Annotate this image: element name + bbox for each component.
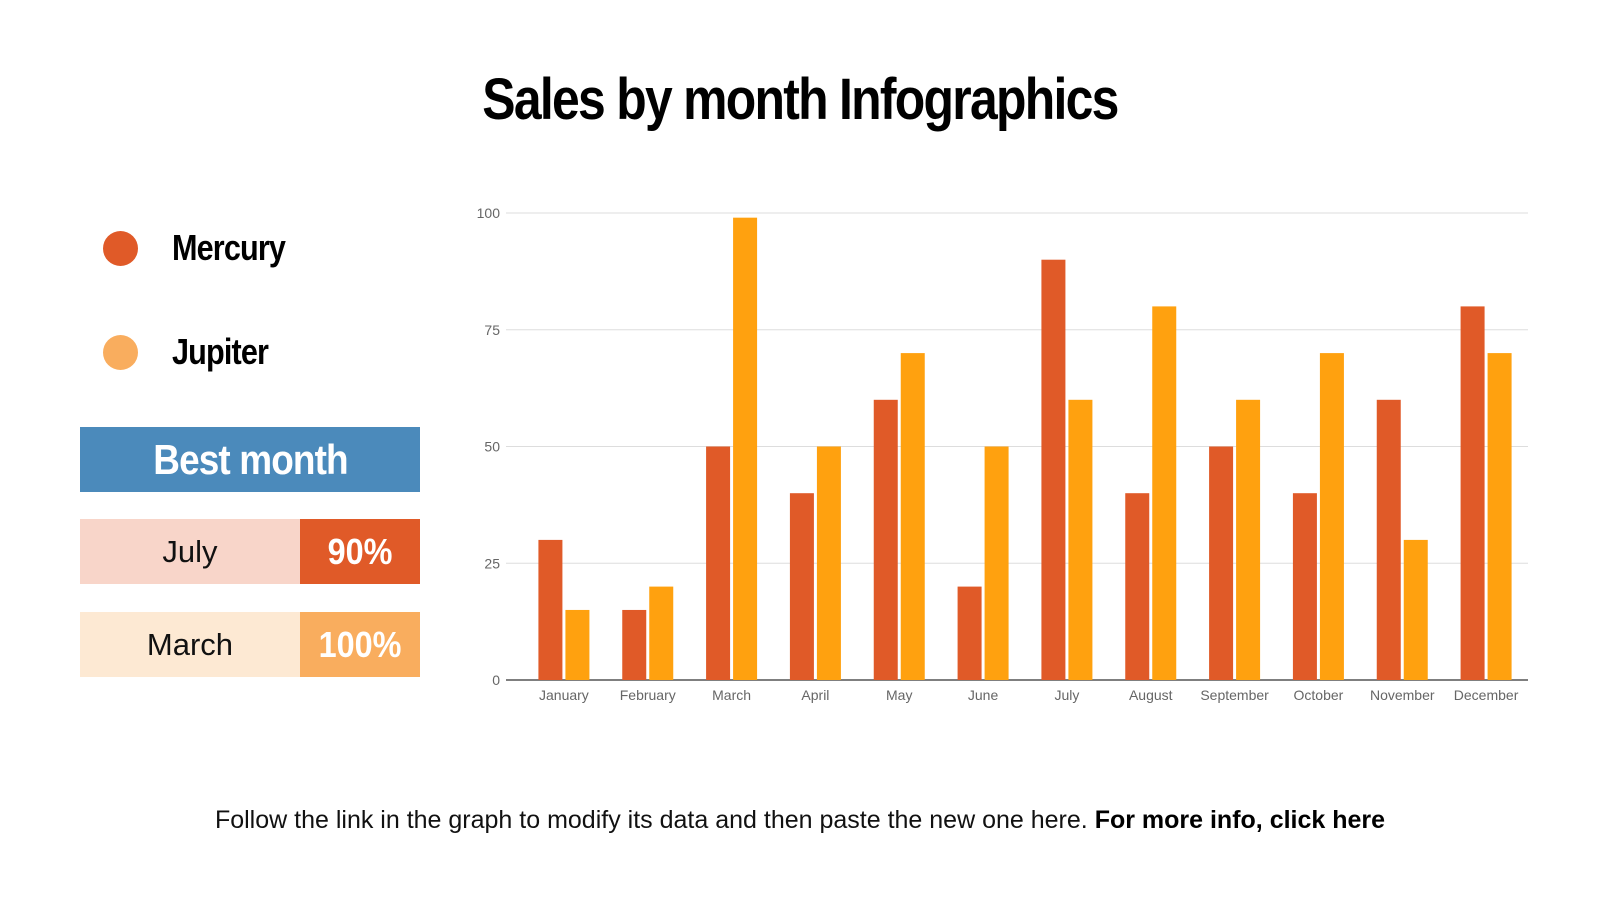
- bar-jupiter: [984, 446, 1009, 680]
- bar-mercury: [706, 446, 731, 680]
- best-month-name: March: [80, 612, 300, 677]
- bar-mercury: [1125, 493, 1150, 680]
- x-tick-label: August: [1129, 687, 1173, 703]
- best-month-row-march: March 100%: [80, 612, 420, 677]
- x-tick-label: December: [1454, 687, 1519, 703]
- bar-mercury: [1041, 259, 1066, 680]
- bar-mercury: [1209, 446, 1234, 680]
- best-month-header-label: Best month: [152, 435, 348, 483]
- bar-mercury: [1376, 399, 1401, 680]
- footer-text: Follow the link in the graph to modify i…: [214, 806, 1088, 834]
- bar-jupiter: [1403, 539, 1428, 680]
- x-tick-label: October: [1294, 687, 1344, 703]
- page-title: Sales by month Infographics: [482, 67, 1119, 132]
- bar-jupiter: [1487, 353, 1512, 680]
- x-tick-label: November: [1370, 687, 1435, 703]
- x-tick-label: May: [886, 687, 912, 703]
- x-tick-label: June: [968, 687, 999, 703]
- best-month-value: 100%: [300, 612, 420, 677]
- x-tick-label: April: [801, 687, 829, 703]
- legend-dot-jupiter: [103, 334, 138, 370]
- x-tick-label: February: [620, 687, 676, 703]
- bar-jupiter: [1068, 399, 1093, 680]
- legend-item-jupiter: Jupiter: [103, 331, 285, 372]
- bar-mercury: [1460, 306, 1485, 680]
- y-tick-label: 0: [492, 672, 500, 688]
- bar-jupiter: [900, 353, 925, 680]
- legend-label-jupiter: Jupiter: [172, 331, 269, 372]
- y-tick-label: 25: [484, 555, 500, 571]
- x-tick-label: September: [1200, 687, 1269, 703]
- bar-jupiter: [1152, 306, 1177, 680]
- best-month-value-text: 100%: [318, 623, 402, 665]
- legend-dot-mercury: [103, 230, 138, 266]
- bar-jupiter: [1319, 353, 1344, 680]
- bar-jupiter: [733, 217, 758, 681]
- y-tick-label: 50: [484, 439, 500, 455]
- more-info-link[interactable]: For more info, click here: [1094, 806, 1386, 834]
- bar-jupiter: [1236, 399, 1261, 680]
- bar-mercury: [789, 493, 814, 680]
- bar-jupiter: [565, 609, 590, 680]
- best-month-value-text: 90%: [327, 530, 393, 572]
- y-tick-label: 75: [484, 322, 500, 338]
- bar-mercury: [538, 539, 563, 680]
- best-month-row-july: July 90%: [80, 519, 420, 584]
- bar-mercury: [1292, 493, 1317, 680]
- legend-label-mercury: Mercury: [172, 227, 286, 268]
- best-month-name: July: [80, 519, 300, 584]
- x-tick-label: July: [1054, 687, 1079, 703]
- bar-jupiter: [649, 586, 674, 680]
- legend-item-mercury: Mercury: [103, 227, 305, 268]
- x-tick-label: March: [712, 687, 751, 703]
- y-tick-label: 100: [477, 205, 501, 221]
- x-tick-label: January: [539, 687, 589, 703]
- best-month-header: Best month: [80, 427, 420, 492]
- bar-jupiter: [816, 446, 841, 680]
- footer: Follow the link in the graph to modify i…: [0, 806, 1600, 835]
- best-month-value: 90%: [300, 519, 420, 584]
- bar-mercury: [957, 586, 982, 680]
- sales-bar-chart[interactable]: 0 25 50 75 100 January February March April May Ju…: [0, 0, 1600, 720]
- bar-mercury: [622, 609, 647, 680]
- bar-mercury: [873, 399, 898, 680]
